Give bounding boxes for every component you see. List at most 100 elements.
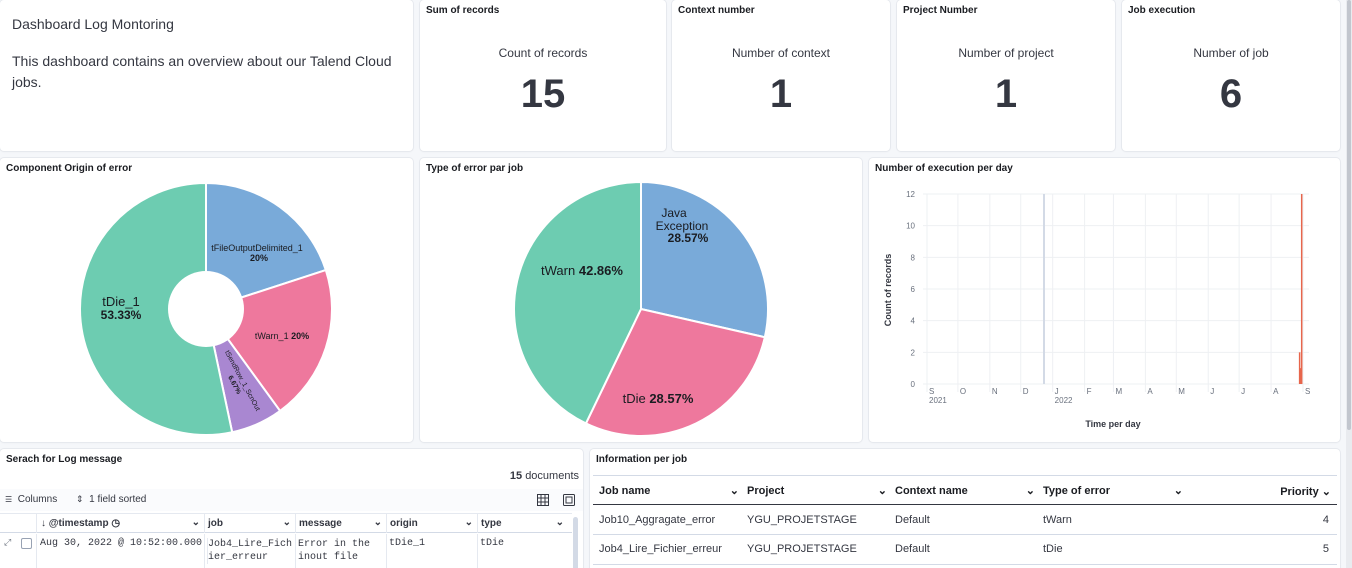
sort-arrow-icon: ↓ <box>41 518 46 529</box>
y-tick-label: 6 <box>911 285 916 294</box>
type-of-error-pie: Java Exception 28.57% tDie 28.57% tWarn … <box>513 180 769 437</box>
slice-label-twarn: tWarn_1 20% <box>255 331 309 341</box>
x-tick-label: J <box>1210 387 1214 396</box>
component-origin-donut: tFileOutputDelimited_1 20% tWarn_1 20% t… <box>79 181 333 436</box>
cell-context: Default <box>895 514 930 526</box>
cell-project: YGU_PROJETSTAGE <box>747 543 857 555</box>
col-sep <box>295 534 296 568</box>
slice-twarn[interactable] <box>513 180 642 425</box>
doc-count-label: documents <box>525 470 579 482</box>
x-tick-label: J <box>1241 387 1245 396</box>
cell-message: Error in the inout file <box>298 539 371 563</box>
metric-label: Number of project <box>958 46 1054 60</box>
x-tick-label: D <box>1023 387 1029 396</box>
bar-2022-08-28[interactable] <box>1298 352 1301 384</box>
header-type[interactable]: type ⌄ <box>477 514 568 533</box>
header-timestamp[interactable]: ↓ @timestamp ◷ ⌄ <box>36 514 204 533</box>
slice-label-tfileoutput-pct: 20% <box>250 253 268 263</box>
table-row: ⤢ Aug 30, 2022 @ 10:52:00.000 Job4_Lire_… <box>0 534 572 568</box>
panel-title: Context number <box>678 5 755 16</box>
doc-count-value: 15 <box>509 470 523 482</box>
sort-icon: ⇕ <box>76 494 84 504</box>
panel-title: Number of execution per day <box>875 163 1013 174</box>
x-tick-label: F <box>1087 387 1092 396</box>
metric-value: 15 <box>520 72 566 116</box>
panel-title: Project Number <box>903 5 978 16</box>
panel-title: Component Origin of error <box>6 163 133 174</box>
y-tick-label: 4 <box>911 317 916 326</box>
component-origin-panel: Component Origin of error tFileOutputDel… <box>0 158 413 442</box>
metric-panel-sum-of-records: Sum of records Count of records 15 <box>420 0 666 151</box>
x-tick-label: A <box>1273 387 1279 396</box>
cell-type-of-error: tWarn <box>1043 514 1072 526</box>
clock-icon: ◷ <box>111 518 121 529</box>
job-info-panel: Information per job Job name ⌄ Project ⌄… <box>590 449 1340 568</box>
slice-tfileoutputdelimited-1[interactable] <box>205 181 328 311</box>
metric-label: Number of context <box>731 46 831 60</box>
header-priority[interactable]: Priority ⌄ <box>1280 486 1331 498</box>
panel-title: Information per job <box>596 454 688 465</box>
bar-2022-08-30[interactable] <box>1300 194 1303 384</box>
cell-type-of-error: tDie <box>1043 543 1063 555</box>
type-of-error-panel: Type of error par job Java Exception 28.… <box>420 158 862 442</box>
x-tick-label: S <box>929 387 934 396</box>
header-type-of-error[interactable]: Type of error ⌄ <box>1043 485 1183 497</box>
cell-context: Default <box>895 543 930 555</box>
expand-icon[interactable]: ⤢ <box>4 537 12 547</box>
cell-timestamp: Aug 30, 2022 @ 10:52:00.000 <box>40 538 203 549</box>
cell-job-name: Job10_Aggragate_error <box>599 514 716 526</box>
x-tick-label: M <box>1178 387 1185 396</box>
metric-value: 6 <box>1219 72 1243 116</box>
description-panel: Dashboard Log Montoring This dashboard c… <box>0 0 413 151</box>
chevron-down-icon: ⌄ <box>282 517 291 528</box>
columns-button[interactable]: ☰ Columns <box>5 494 57 505</box>
table-row: Job4_Lire_Fichier_erreur YGU_PROJETSTAGE… <box>593 536 1337 565</box>
page-scrollbar[interactable] <box>1346 0 1352 568</box>
x-tick-label: M <box>1115 387 1122 396</box>
slice-java-exception[interactable] <box>640 180 769 339</box>
cell-job-name: Job4_Lire_Fichier_erreur <box>599 543 722 555</box>
grid-scrollbar[interactable] <box>573 517 578 568</box>
row-checkbox[interactable] <box>21 538 32 549</box>
header-message[interactable]: message ⌄ <box>295 514 386 533</box>
sort-button[interactable]: ⇕ 1 field sorted <box>76 494 146 505</box>
panel-title: Sum of records <box>426 5 500 16</box>
slice-tdie[interactable] <box>584 307 767 437</box>
chevron-down-icon: ⌄ <box>1025 485 1035 497</box>
metric-label: Number of job <box>1193 46 1269 60</box>
x-tick-label: N <box>992 387 998 396</box>
density-icon[interactable] <box>537 494 549 506</box>
col-sep <box>477 534 478 568</box>
bar-2022-08-29[interactable] <box>1299 368 1302 384</box>
y-axis-label: Count of records <box>883 254 893 327</box>
slice-tdie-1[interactable] <box>79 181 234 436</box>
panel-title: Type of error par job <box>426 163 524 174</box>
panel-title: Job execution <box>1128 5 1196 16</box>
col-sep <box>204 534 205 568</box>
y-tick-label: 2 <box>911 348 916 357</box>
x-tick-label: S <box>1305 387 1310 396</box>
y-tick-label: 0 <box>911 380 916 389</box>
cell-origin: tDie_1 <box>389 538 426 549</box>
col-sep <box>386 534 387 568</box>
slice-label-tdie-name: tDie_1 <box>102 294 140 309</box>
page-scrollbar-thumb[interactable] <box>1347 0 1351 430</box>
x-year-label: 2022 <box>1055 396 1073 405</box>
cell-type: tDie <box>480 538 505 549</box>
panel-title: Serach for Log message <box>6 454 123 465</box>
donut-hole <box>168 271 244 347</box>
x-year-label: 2021 <box>929 396 947 405</box>
header-project[interactable]: Project ⌄ <box>747 485 887 497</box>
header-job[interactable]: job ⌄ <box>204 514 295 533</box>
header-job-name[interactable]: Job name ⌄ <box>599 485 739 497</box>
col-sep <box>36 534 37 568</box>
header-context-name[interactable]: Context name ⌄ <box>895 485 1035 497</box>
header-origin[interactable]: origin ⌄ <box>386 514 477 533</box>
metric-panel-job-execution: Job execution Number of job 6 <box>1122 0 1340 151</box>
cell-job: Job4_Lire_Fich ier_erreur <box>207 538 293 564</box>
metric-panel-project-number: Project Number Number of project 1 <box>897 0 1115 151</box>
slice-label-tdie: tDie 28.57% <box>623 391 694 406</box>
document-count: 15 documents <box>510 470 579 482</box>
fullscreen-icon[interactable] <box>563 494 575 506</box>
x-tick-label: A <box>1147 387 1153 396</box>
